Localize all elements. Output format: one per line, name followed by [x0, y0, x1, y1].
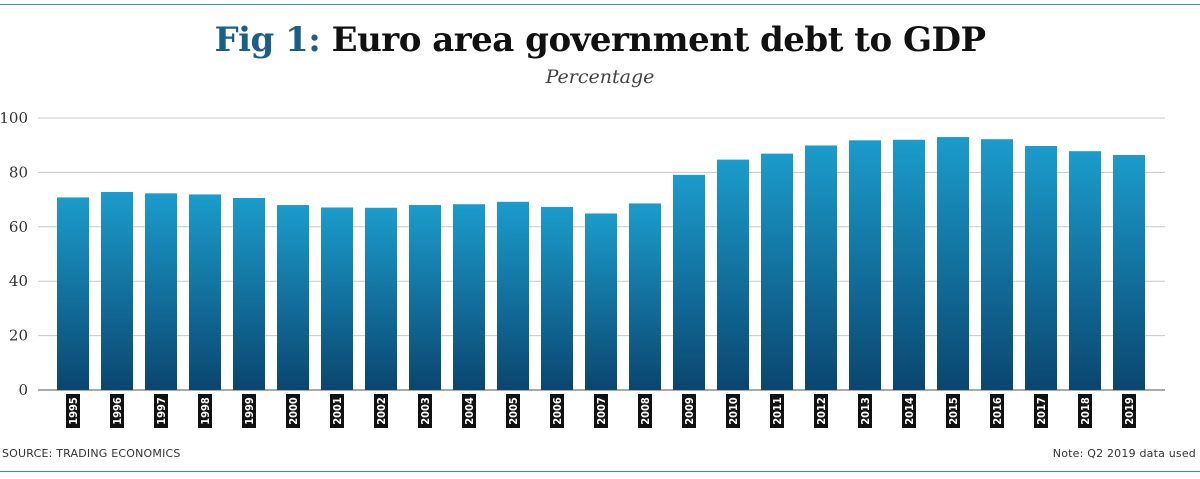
x-tick-label: 2002 — [375, 397, 388, 425]
x-tick-label: 2006 — [551, 397, 564, 425]
x-tick-label-bg — [858, 394, 872, 428]
x-tick-label: 2011 — [771, 397, 784, 425]
x-tick-label: 2015 — [947, 397, 960, 425]
x-tick-label: 2004 — [463, 397, 476, 425]
x-tick-label-bg — [770, 394, 784, 428]
x-tick-label: 2014 — [903, 397, 916, 425]
source-note: SOURCE: TRADING ECONOMICS — [2, 447, 181, 460]
x-tick-label: 2000 — [287, 397, 300, 425]
bar-2011 — [761, 153, 793, 390]
x-tick-label: 1996 — [111, 397, 124, 425]
bar-1995 — [57, 197, 89, 390]
bar-2013 — [849, 140, 881, 390]
x-tick-label-bg — [594, 394, 608, 428]
bar-2009 — [673, 174, 705, 390]
chart-title: Fig 1: Euro area government debt to GDP — [0, 20, 1200, 60]
bar-2005 — [497, 201, 529, 390]
data-note: Note: Q2 2019 data used — [1052, 447, 1196, 460]
x-tick-label: 1998 — [199, 397, 212, 425]
x-tick-label: 2007 — [595, 397, 608, 425]
x-tick-label-bg — [682, 394, 696, 428]
title-text: Euro area government debt to GDP — [331, 20, 986, 60]
bar-2018 — [1069, 151, 1101, 390]
bar-2010 — [717, 159, 749, 390]
x-tick-label: 1999 — [243, 397, 256, 425]
x-tick-label: 2012 — [815, 397, 828, 425]
bar-chart: 0 20 40 60 80 100 1995 1996 1997 1998 1999 2000 2001… — [0, 109, 1165, 428]
x-tick-label-bg — [1078, 394, 1092, 428]
bar-2004 — [453, 204, 485, 390]
bar-2001 — [321, 207, 353, 390]
x-tick-label: 1997 — [155, 397, 168, 425]
x-tick-label: 2018 — [1079, 397, 1092, 425]
bar-2012 — [805, 145, 837, 390]
x-tick-label-bg — [242, 394, 256, 428]
x-tick-label: 2019 — [1123, 397, 1136, 425]
x-tick-label-bg — [946, 394, 960, 428]
bar-2003 — [409, 205, 441, 390]
x-tick-label-bg — [902, 394, 916, 428]
x-tick-label: 2001 — [331, 397, 344, 425]
x-tick-label-bg — [1122, 394, 1136, 428]
x-tick-label-bg — [726, 394, 740, 428]
y-tick-label: 40 — [9, 272, 28, 290]
x-tick-label-bg — [154, 394, 168, 428]
bar-2002 — [365, 207, 397, 390]
x-tick-label-bg — [638, 394, 652, 428]
y-tick-label: 20 — [9, 327, 28, 345]
x-tick-label: 2009 — [683, 397, 696, 425]
bar-2008 — [629, 203, 661, 390]
x-tick-label: 2003 — [419, 397, 432, 425]
x-tick-label-bg — [814, 394, 828, 428]
y-tick-label: 0 — [18, 381, 28, 399]
figure-number: Fig 1: — [214, 20, 321, 60]
bar-2014 — [893, 139, 925, 390]
x-tick-label: 2017 — [1035, 397, 1048, 425]
chart-subtitle: Percentage — [545, 66, 655, 88]
bar-1996 — [101, 191, 133, 390]
x-tick-label-bg — [374, 394, 388, 428]
bar-1999 — [233, 197, 265, 390]
y-tick-label: 60 — [9, 218, 28, 236]
bar-2000 — [277, 205, 309, 390]
x-tick-label: 2013 — [859, 397, 872, 425]
x-tick-label-bg — [506, 394, 520, 428]
x-tick-label: 2010 — [727, 397, 740, 425]
x-tick-label-bg — [990, 394, 1004, 428]
bar-1997 — [145, 193, 177, 390]
x-tick-label-bg — [110, 394, 124, 428]
y-tick-label: 100 — [0, 109, 28, 127]
x-tick-label-bg — [1034, 394, 1048, 428]
bar-2019 — [1113, 154, 1145, 390]
x-tick-label: 1995 — [67, 397, 80, 425]
bar-2017 — [1025, 146, 1057, 390]
x-tick-label-bg — [462, 394, 476, 428]
x-tick-label: 2005 — [507, 397, 520, 425]
bar-2015 — [937, 137, 969, 390]
x-tick-label-bg — [286, 394, 300, 428]
y-tick-label: 80 — [9, 163, 28, 181]
x-tick-label-bg — [198, 394, 212, 428]
bar-2016 — [981, 139, 1013, 390]
x-tick-label-bg — [550, 394, 564, 428]
x-tick-label: 2016 — [991, 397, 1004, 425]
bottom-rule — [0, 471, 1200, 472]
bar-2006 — [541, 206, 573, 390]
x-tick-label: 2008 — [639, 397, 652, 425]
x-tick-label-bg — [330, 394, 344, 428]
top-rule — [0, 4, 1200, 5]
x-tick-label-bg — [66, 394, 80, 428]
x-tick-label-bg — [418, 394, 432, 428]
bar-1998 — [189, 194, 221, 390]
bar-2007 — [585, 213, 617, 390]
